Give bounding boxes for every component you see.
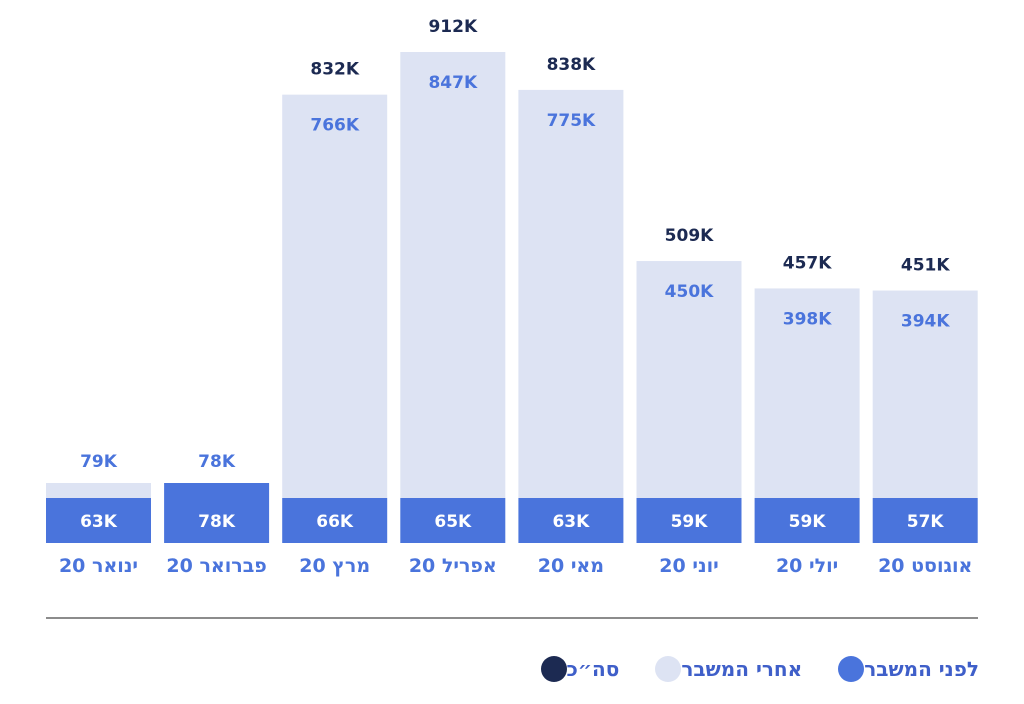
- label-before-crisis: 59K: [789, 512, 827, 532]
- bar-segment-before-crisis: [282, 498, 388, 543]
- bar-segment-after-crisis: [754, 288, 860, 498]
- legend-swatch-total: [540, 656, 567, 682]
- label-after-crisis: 766K: [310, 116, 359, 136]
- label-before-crisis: 65K: [434, 512, 472, 532]
- legend-swatch-after-crisis: [655, 656, 682, 682]
- bar-segment-before-crisis: [636, 498, 742, 543]
- label-after-crisis: 450K: [665, 282, 714, 302]
- bar-segment-before-crisis: [872, 498, 978, 543]
- label-before-crisis: 78K: [198, 512, 236, 532]
- label-before-crisis: 63K: [80, 512, 118, 532]
- label-before-crisis: 57K: [907, 512, 945, 532]
- label-before-crisis: 59K: [671, 512, 709, 532]
- x-tick-label: ינואר 20: [59, 555, 138, 577]
- label-total: 509K: [665, 226, 714, 246]
- x-tick-label: יולי 20: [776, 555, 838, 577]
- label-total: 832K: [310, 60, 359, 80]
- label-after-crisis: 78K: [198, 452, 236, 472]
- bar-segment-before-crisis: [754, 498, 860, 543]
- x-tick-label: מרץ 20: [299, 555, 370, 577]
- bar-segment-after-crisis: [636, 261, 742, 498]
- bar-segment-after-crisis: [518, 89, 624, 499]
- x-tick-label: יוני 20: [659, 555, 718, 577]
- bar-segment-before-crisis: [400, 498, 506, 543]
- legend-item-total: סה״כ: [529, 656, 620, 682]
- legend-swatch-before-crisis: [838, 656, 865, 682]
- legend: סה״כ אחרי המשבר לפני המשבר: [505, 656, 979, 682]
- label-total: 912K: [428, 17, 477, 37]
- legend-label-total: סה״כ: [566, 657, 620, 681]
- bar-segment-after-crisis: [872, 290, 978, 498]
- label-before-crisis: 63K: [552, 512, 590, 532]
- x-tick-label: אוגוסט 20: [878, 555, 972, 577]
- legend-item-after-crisis: אחרי המשבר: [643, 656, 802, 682]
- label-total: 838K: [547, 55, 596, 75]
- label-after-crisis: 79K: [80, 452, 118, 472]
- bar-segment-after-crisis: [282, 94, 388, 499]
- bar-segment-after-crisis: [400, 52, 506, 498]
- legend-label-before-crisis: לפני המשבר: [864, 657, 979, 681]
- label-after-crisis: 394K: [901, 312, 950, 332]
- label-total: 451K: [901, 256, 950, 276]
- bar-segment-after-crisis: [46, 483, 151, 498]
- label-after-crisis: 398K: [783, 309, 832, 329]
- label-before-crisis: 66K: [316, 512, 354, 532]
- x-tick-label: אפריל 20: [409, 555, 497, 577]
- x-tick-label: מאי 20: [538, 555, 604, 577]
- bar-segment-before-crisis: [518, 498, 624, 543]
- label-after-crisis: 775K: [547, 111, 596, 131]
- label-after-crisis: 847K: [428, 73, 477, 93]
- legend-label-after-crisis: אחרי המשבר: [681, 657, 803, 681]
- x-tick-label: פברואר 20: [166, 555, 266, 577]
- label-total: 457K: [783, 253, 832, 273]
- bar-segment-before-crisis: [46, 498, 151, 543]
- bar-segment-before-crisis: [164, 483, 270, 543]
- legend-item-before-crisis: לפני המשבר: [826, 656, 979, 682]
